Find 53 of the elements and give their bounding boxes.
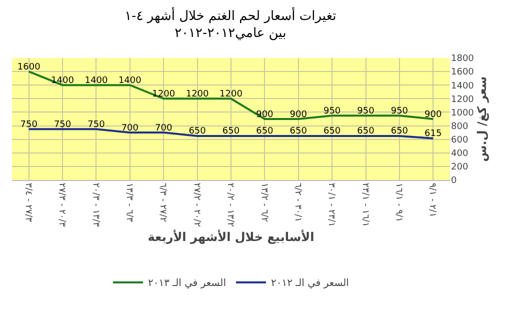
- data-label: 1400: [118, 76, 142, 86]
- y-tick-label: 400: [451, 149, 468, 160]
- data-label: 650: [188, 126, 206, 137]
- data-label: 650: [357, 126, 375, 137]
- y-tick-label: 1200: [451, 94, 474, 105]
- data-label: 900: [290, 110, 308, 120]
- data-label: 650: [256, 126, 274, 137]
- x-tick-label: ٢٧/٣ - ٣/٤: [22, 182, 33, 222]
- data-label: 950: [390, 106, 408, 116]
- y-tick-label: 1400: [451, 81, 474, 92]
- x-tick-label: ٦/٢ - ١٣/٢: [258, 182, 269, 222]
- x-tick-label: ١٣/٣ - ٢٠/٣: [90, 182, 100, 228]
- y-tick-label: 200: [451, 162, 468, 173]
- data-label: 750: [54, 120, 72, 130]
- data-label: 950: [357, 106, 375, 116]
- data-label: 700: [155, 123, 172, 134]
- x-tick-label: ١٦/١ - ٢٣/١: [360, 182, 370, 227]
- y-tick-label: 600: [451, 135, 468, 146]
- x-tick-label: ٦/٣ - ١٣/٣: [124, 182, 134, 222]
- x-tick-label: ١٣/٢ - ٢٠/٢: [225, 182, 236, 228]
- x-tick-label: ٢/١ - ٩/١: [427, 182, 438, 218]
- data-label: 1600: [17, 62, 41, 72]
- data-label: 700: [121, 123, 139, 134]
- x-tick-label: ٩/١ - ١٦/١: [394, 182, 404, 222]
- data-label: 1200: [186, 89, 210, 100]
- x-tick-label: ٢٣/١ - ٣٠/١: [326, 182, 336, 227]
- y-tick-label: 1000: [451, 108, 474, 118]
- data-label: 1400: [51, 76, 74, 86]
- chart-title: تغيرات أسعار لحم الغنم خلال أشهر ٤-١ بين عامي٢٠١٢-٢٠١٢: [124, 7, 337, 41]
- data-label: 650: [323, 126, 341, 137]
- legend-label: السعر في الـ ٢٠١٢: [270, 278, 349, 290]
- y-tick-label: 800: [451, 122, 468, 132]
- data-label: 1200: [220, 89, 243, 100]
- y-axis-title: سعر كغ/ ل.س: [475, 76, 490, 162]
- y-tick-label: 1800: [451, 54, 474, 64]
- x-axis-title: الأسابيع خلال الأشهر الأربعة: [148, 228, 314, 244]
- legend-label: السعر في الـ ٢٠١٣: [148, 278, 226, 290]
- data-label: 750: [20, 120, 38, 130]
- data-label: 1200: [152, 89, 176, 100]
- data-label: 650: [222, 126, 240, 137]
- data-label: 650: [290, 126, 308, 137]
- x-tick-label: ٣٠/١ - ٦/٢: [292, 182, 302, 222]
- data-label: 950: [323, 106, 341, 116]
- y-tick-label: 1600: [451, 68, 474, 78]
- data-label: 650: [390, 126, 408, 137]
- data-label: 750: [88, 120, 106, 130]
- y-tick-label: 0: [451, 176, 457, 186]
- x-tick-label: ٢٠/٢ - ٢٧/٢: [191, 182, 202, 228]
- x-tick-label: ٢٠/٣ - ٢٧/٣: [56, 182, 67, 228]
- x-tick-label: ٢٧/٢ - ٦/٣: [158, 182, 168, 222]
- data-label: 615: [424, 129, 442, 140]
- data-label: 900: [424, 110, 442, 120]
- data-label: 1400: [84, 76, 108, 86]
